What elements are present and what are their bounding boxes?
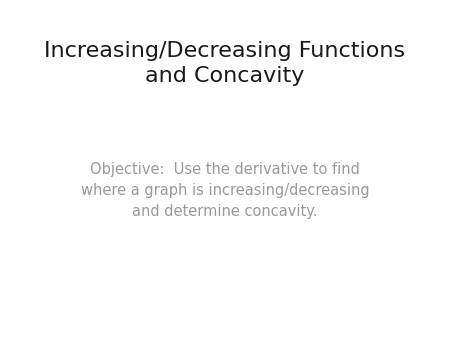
Text: Objective:  Use the derivative to find
where a graph is increasing/decreasing
an: Objective: Use the derivative to find wh… (81, 162, 369, 219)
Text: Increasing/Decreasing Functions
and Concavity: Increasing/Decreasing Functions and Conc… (45, 41, 405, 86)
